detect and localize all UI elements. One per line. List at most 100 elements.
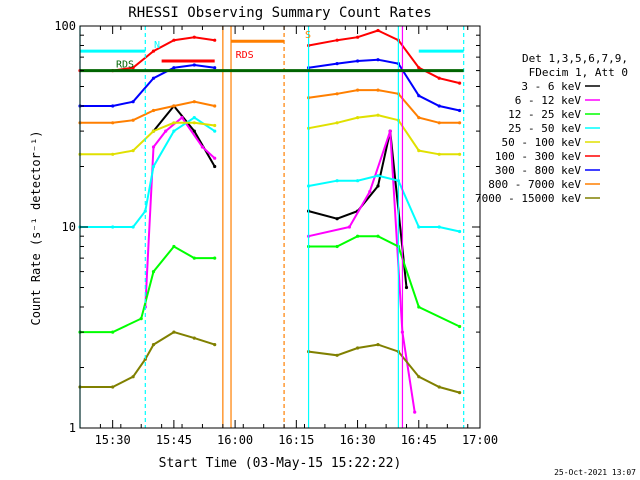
series-point-0-8 bbox=[335, 217, 339, 221]
series-point-5-14 bbox=[437, 76, 441, 80]
series-point-1-10 bbox=[368, 190, 372, 194]
series-point-6-13 bbox=[417, 94, 421, 98]
series-point-1-3 bbox=[164, 129, 168, 133]
chart-title: RHESSI Observing Summary Count Rates bbox=[128, 5, 431, 21]
series-point-7-13 bbox=[417, 116, 421, 120]
series-point-7-6 bbox=[213, 104, 217, 108]
series-point-7-1 bbox=[111, 121, 115, 125]
series-point-5-11 bbox=[376, 28, 380, 33]
series-point-7-10 bbox=[356, 88, 360, 92]
series-point-2-10 bbox=[356, 234, 360, 238]
attenuator-bar-layer: N RDS RDS S bbox=[80, 30, 464, 73]
series-point-2-9 bbox=[335, 244, 339, 249]
series-point-8-15 bbox=[437, 385, 441, 389]
series-point-7-5 bbox=[192, 100, 196, 104]
series-point-3-7 bbox=[213, 129, 217, 133]
series-point-0-12 bbox=[404, 285, 409, 290]
series-point-2-1 bbox=[111, 330, 115, 334]
series-point-2-4 bbox=[172, 244, 176, 249]
series-line-1 bbox=[144, 116, 416, 413]
series-point-3-6 bbox=[192, 116, 196, 120]
series-point-8-4 bbox=[151, 343, 156, 347]
x-tick-label-6: 17:00 bbox=[462, 433, 498, 447]
series-point-2-14 bbox=[458, 324, 462, 329]
series-point-7-15 bbox=[458, 121, 462, 125]
series-point-6-9 bbox=[335, 62, 339, 66]
series-point-1-13 bbox=[413, 410, 417, 414]
legend-header-0: Det 1,3,5,6,7,9, bbox=[522, 52, 628, 65]
series-point-5-6 bbox=[213, 38, 217, 42]
legend-label-4: 50 - 100 keV bbox=[502, 136, 582, 149]
series-point-4-11 bbox=[376, 113, 380, 117]
series-point-8-12 bbox=[376, 343, 380, 347]
series-point-6-2 bbox=[131, 100, 135, 104]
series-point-8-7 bbox=[213, 343, 217, 347]
legend-label-7: 800 - 7000 keV bbox=[488, 178, 581, 191]
x-tick-label-1: 15:45 bbox=[156, 433, 192, 447]
x-tick-label-0: 15:30 bbox=[95, 433, 131, 447]
series-point-3-2 bbox=[131, 225, 135, 229]
series-point-1-11 bbox=[388, 129, 392, 133]
series-point-3-15 bbox=[437, 225, 441, 229]
series-point-4-3 bbox=[151, 129, 156, 133]
series-point-5-9 bbox=[335, 38, 339, 42]
legend-label-5: 100 - 300 keV bbox=[495, 150, 581, 163]
series-point-0-4 bbox=[192, 129, 196, 133]
axis-layer: 15:30 15:45 16:00 16:15 16:30 16:45 17:00 1 10 10… bbox=[54, 19, 498, 447]
series-point-5-5 bbox=[192, 35, 196, 39]
series-point-4-6 bbox=[213, 123, 217, 128]
series-point-3-1 bbox=[111, 225, 115, 229]
series-point-2-13 bbox=[417, 305, 421, 309]
series-point-7-9 bbox=[335, 92, 339, 96]
series-point-6-14 bbox=[437, 104, 441, 108]
legend-label-2: 12 - 25 keV bbox=[508, 108, 581, 121]
x-tick-label-5: 16:45 bbox=[401, 433, 437, 447]
series-point-4-4 bbox=[172, 121, 176, 125]
x-tick-label-4: 16:30 bbox=[339, 433, 375, 447]
series-point-3-12 bbox=[376, 174, 380, 178]
series-point-7-4 bbox=[172, 104, 176, 108]
series-point-3-16 bbox=[458, 229, 462, 234]
legend-label-1: 6 - 12 keV bbox=[515, 94, 582, 107]
footer-date: 25-Oct-2021 13:07 bbox=[554, 468, 636, 477]
series-point-5-4 bbox=[172, 38, 176, 42]
series-point-5-15 bbox=[458, 81, 462, 85]
series-point-4-5 bbox=[192, 121, 196, 125]
series-point-6-11 bbox=[376, 58, 380, 62]
attenuator-bar-label-1: RDS bbox=[116, 60, 134, 71]
series-point-4-14 bbox=[437, 152, 441, 156]
series-point-1-5 bbox=[200, 145, 204, 149]
series-point-1-6 bbox=[213, 156, 217, 160]
attenuator-bar-label-3: S bbox=[305, 30, 311, 41]
y-tick-label-1: 10 bbox=[62, 220, 76, 234]
x-tick-label-2: 16:00 bbox=[217, 433, 253, 447]
series-point-8-3 bbox=[143, 357, 147, 361]
attenuator-bar-label-0: N bbox=[154, 40, 160, 51]
series-point-3-10 bbox=[335, 179, 339, 183]
series-point-1-2 bbox=[151, 145, 156, 149]
series-point-5-2 bbox=[131, 66, 135, 70]
series-point-2-5 bbox=[192, 256, 196, 260]
series-point-2-11 bbox=[376, 234, 380, 238]
series-point-8-16 bbox=[458, 391, 462, 395]
series-point-7-2 bbox=[131, 118, 135, 122]
series-point-8-6 bbox=[192, 336, 196, 340]
series-point-4-10 bbox=[356, 116, 360, 120]
series-point-8-5 bbox=[172, 330, 176, 334]
y-axis-label: Count Rate (s⁻¹ detector⁻¹) bbox=[29, 130, 43, 325]
series-point-3-5 bbox=[172, 129, 176, 133]
series-point-6-1 bbox=[111, 104, 115, 108]
legend-label-6: 300 - 800 keV bbox=[495, 164, 581, 177]
series-point-6-3 bbox=[151, 76, 156, 80]
series-point-3-11 bbox=[356, 179, 360, 183]
series-point-5-10 bbox=[356, 35, 360, 39]
legend-label-3: 25 - 50 keV bbox=[508, 122, 581, 135]
series-point-2-2 bbox=[139, 317, 143, 321]
series-point-8-2 bbox=[131, 375, 135, 379]
series-point-7-3 bbox=[151, 108, 156, 113]
series-point-2-6 bbox=[213, 256, 217, 260]
series-point-0-10 bbox=[376, 184, 380, 188]
series-line-0 bbox=[152, 104, 408, 288]
series-point-6-15 bbox=[458, 108, 462, 113]
